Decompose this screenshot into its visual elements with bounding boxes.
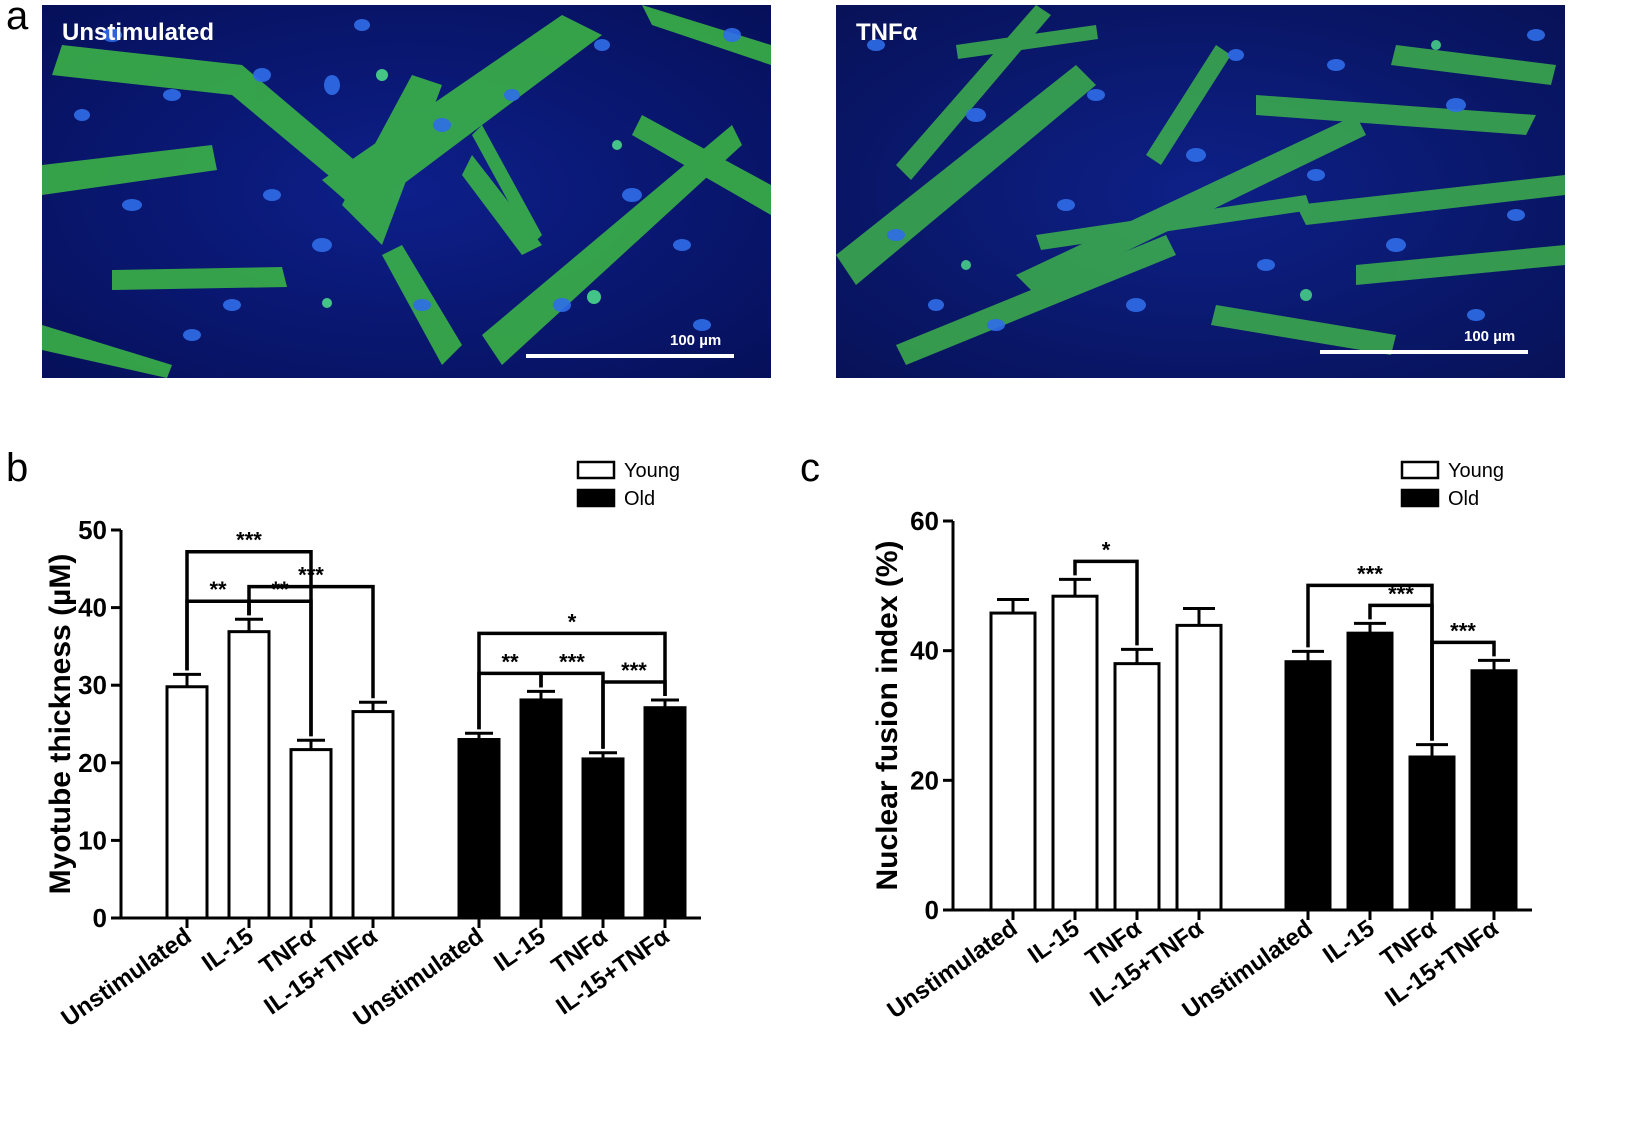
legend-swatch-old (1400, 488, 1440, 508)
significance-label: *** (298, 563, 324, 588)
micrograph-label-unstimulated: Unstimulated (62, 19, 215, 46)
significance-label: ** (209, 577, 227, 602)
legend-label-young: Young (624, 460, 680, 482)
bar-young-1 (1051, 594, 1099, 912)
panel-letter-c: c (800, 446, 820, 490)
legend-label-old: Old (624, 488, 655, 510)
x-tick-label: Unstimulated (56, 923, 196, 1032)
y-axis-label: Myotube thickness (µM) (44, 554, 77, 895)
bar-young-2 (289, 748, 333, 920)
y-tick-label: 40 (78, 593, 107, 623)
y-tick-label: 20 (910, 765, 939, 795)
significance-label: *** (1450, 618, 1476, 643)
y-tick-label: 0 (925, 895, 939, 925)
y-tick-label: 10 (78, 825, 107, 855)
y-tick-label: 30 (78, 670, 107, 700)
micrograph-label-tnfa: TNFα (856, 19, 918, 46)
significance-bracket (601, 680, 667, 749)
y-tick-label: 60 (910, 506, 939, 536)
legend-label-young: Young (1448, 460, 1504, 482)
significance-bracket (247, 584, 375, 699)
bar-young-2 (1113, 662, 1161, 912)
significance-label: ** (501, 649, 519, 674)
bar-young-0 (989, 611, 1037, 912)
bar-old-0 (457, 738, 501, 920)
micrograph-unstimulated: Unstimulated 100 µm (42, 5, 771, 378)
legend-swatch-young (1400, 460, 1440, 480)
significance-bracket (1073, 559, 1139, 646)
x-tick-label: IL-15 (1318, 915, 1379, 969)
micrograph-tnfa: TNFα 100 µm (836, 5, 1565, 378)
bar-old-1 (519, 698, 563, 920)
scale-bar-label-2: 100 µm (1464, 328, 1516, 345)
significance-label: ** (271, 577, 289, 602)
significance-label: *** (1388, 581, 1414, 606)
y-axis-label: Nuclear fusion index (%) (871, 540, 904, 890)
bar-young-3 (1175, 623, 1223, 912)
significance-label: * (1102, 537, 1111, 562)
micrograph-tnfa-image (836, 5, 1565, 378)
significance-label: * (568, 609, 577, 634)
micrograph-unstimulated-image (42, 5, 771, 378)
bar-old-3 (643, 706, 687, 920)
legend-swatch-old (576, 488, 616, 508)
x-tick-label: Unstimulated (882, 915, 1022, 1024)
bar-old-0 (1284, 660, 1332, 912)
significance-label: *** (559, 649, 585, 674)
legend-swatch-young (576, 460, 616, 480)
bar-old-2 (581, 757, 625, 920)
significance-label: *** (236, 528, 262, 553)
y-tick-label: 20 (78, 748, 107, 778)
bar-old-2 (1408, 755, 1456, 912)
panel-letter-b: b (6, 446, 29, 490)
y-tick-label: 40 (910, 636, 939, 666)
panel-letter-a: a (6, 0, 29, 38)
significance-bracket (1430, 640, 1496, 741)
x-tick-label: IL-15 (489, 923, 550, 977)
legend-label-old: Old (1448, 488, 1479, 510)
y-tick-label: 50 (78, 515, 107, 545)
bar-old-3 (1470, 669, 1518, 912)
y-tick-label: 0 (93, 903, 107, 933)
bar-young-1 (227, 630, 271, 920)
significance-label: *** (621, 658, 647, 683)
x-tick-label: IL-15 (197, 923, 258, 977)
scale-bar-label-1: 100 µm (670, 332, 722, 349)
x-tick-label: IL-15 (1023, 915, 1084, 969)
significance-label: *** (1357, 561, 1383, 586)
scale-bar-2 (1320, 350, 1528, 354)
bar-young-3 (351, 710, 395, 920)
bar-old-1 (1346, 631, 1394, 912)
bar-young-0 (165, 685, 209, 920)
scale-bar-1 (526, 354, 734, 358)
